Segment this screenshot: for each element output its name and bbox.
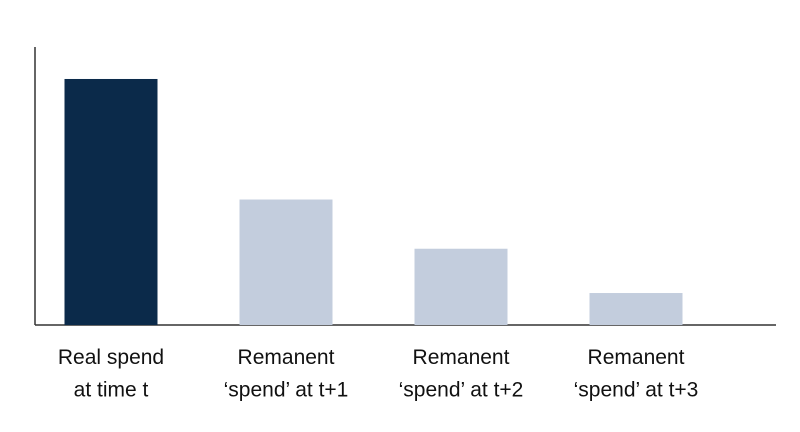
bar xyxy=(64,78,158,325)
x-tick-label: Remanent ‘spend’ at t+1 xyxy=(224,346,349,402)
x-tick-label: Remanent ‘spend’ at t+3 xyxy=(574,346,699,402)
bar xyxy=(589,293,683,325)
bar xyxy=(414,248,508,325)
x-tick-label: Real spend at time t xyxy=(58,346,164,402)
x-tick-label: Remanent ‘spend’ at t+2 xyxy=(399,346,524,402)
bar xyxy=(239,199,333,325)
